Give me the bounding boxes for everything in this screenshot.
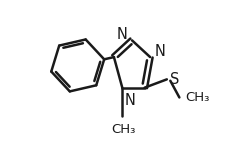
Text: S: S	[170, 72, 180, 87]
Text: N: N	[125, 93, 136, 108]
Text: N: N	[154, 44, 165, 59]
Text: CH₃: CH₃	[185, 91, 209, 104]
Text: CH₃: CH₃	[111, 123, 136, 135]
Text: N: N	[117, 27, 128, 42]
